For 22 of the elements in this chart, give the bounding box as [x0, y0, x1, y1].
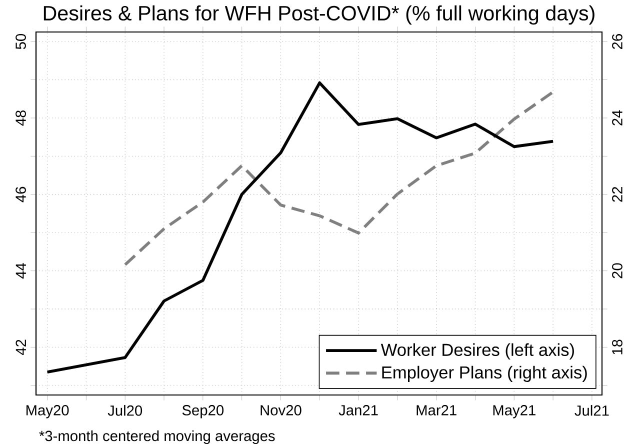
- x-tick-label: May21: [493, 405, 536, 418]
- y-tick-label: 46: [16, 186, 26, 202]
- x-tick-label: Mar21: [416, 405, 456, 416]
- y2-tick-label: 18: [612, 340, 622, 354]
- y-tick-label: 48: [16, 110, 26, 126]
- y-tick-label: 42: [16, 340, 26, 356]
- x-tick-label: Nov20: [260, 405, 302, 416]
- y-tick-label: 44: [16, 263, 26, 279]
- legend-label: Worker Desires (left axis): [380, 343, 574, 360]
- x-tick-label: Jan21: [338, 405, 378, 416]
- legend-label: Employer Plans (right axis): [382, 366, 587, 382]
- y2-tick-label: 22: [612, 186, 622, 202]
- text: *3-month centered moving averages: [39, 430, 275, 444]
- y2-tick-label: 20: [612, 263, 622, 278]
- y2-tick-label: 26: [612, 34, 622, 49]
- x-tick-label: May20: [26, 405, 69, 418]
- y-tick-label: 50: [16, 34, 26, 50]
- x-tick-label: Jul21: [574, 405, 609, 416]
- chart-title: Desires & Plans for WFH Post-COVID* (% full working days): [44, 5, 594, 25]
- x-tick-label: Sep20: [182, 405, 224, 418]
- x-tick-label: Jul20: [108, 405, 142, 416]
- y2-tick-label: 24: [612, 110, 622, 126]
